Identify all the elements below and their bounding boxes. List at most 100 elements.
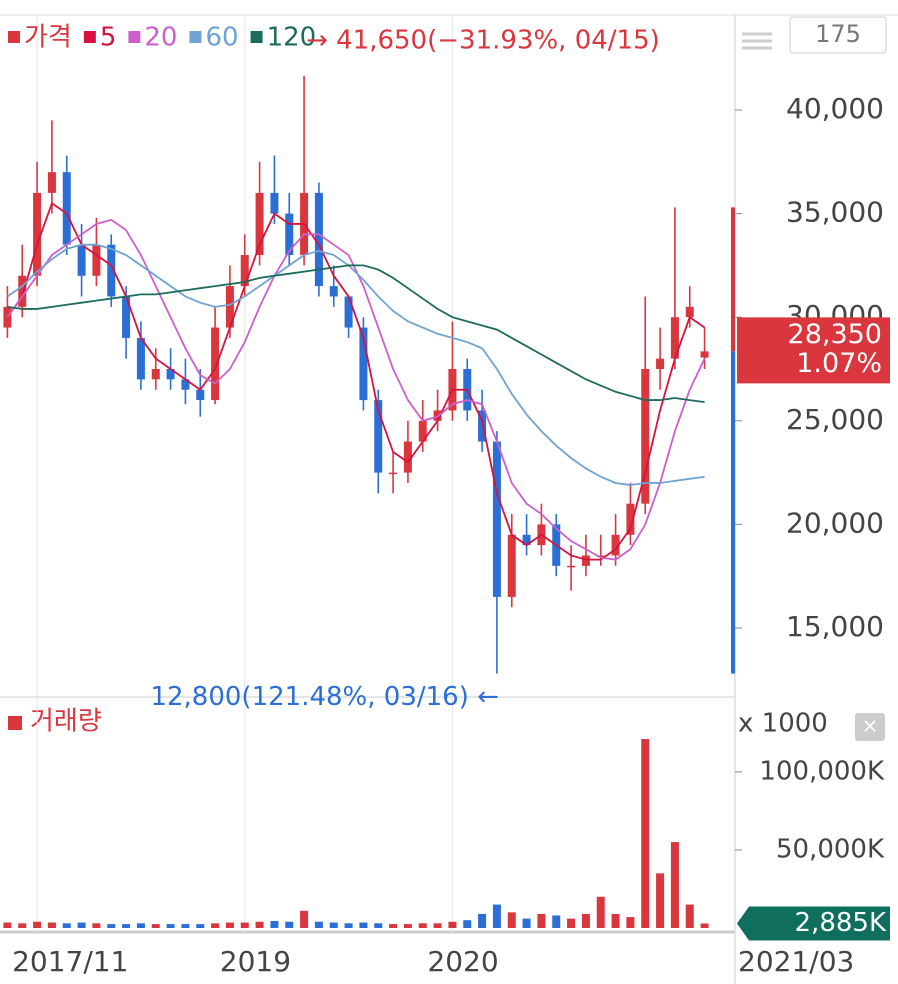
- ma-line: [6, 243, 705, 486]
- legend-item: 120: [267, 23, 317, 53]
- legend-swatch: [250, 31, 263, 43]
- volume-bar: [492, 904, 501, 928]
- volume-bar: [567, 918, 576, 928]
- low-annotation: 12,800(121.48%, 03/16) ←: [150, 682, 498, 712]
- candle-body: [314, 192, 323, 287]
- volume-bar: [285, 921, 294, 928]
- candle-body: [700, 351, 709, 358]
- candle-body: [225, 286, 234, 328]
- ma-line: [6, 201, 706, 561]
- volume-bar: [656, 873, 665, 928]
- volume-bar: [62, 923, 71, 928]
- volume-unit: x 1000: [738, 709, 828, 739]
- volume-bar: [122, 924, 131, 928]
- candle-body: [656, 358, 665, 370]
- candle-body: [389, 472, 398, 475]
- candle-body: [567, 565, 576, 568]
- volume-bar: [389, 924, 398, 928]
- legend-swatch: [128, 31, 141, 43]
- y-tick-label: 40,000: [786, 92, 884, 125]
- volume-bar: [611, 913, 620, 928]
- volume-bar: [537, 913, 546, 928]
- volume-title: 거래량: [30, 707, 102, 737]
- volume-bar: [151, 924, 160, 928]
- legend-item: 20: [144, 23, 177, 53]
- y-tick-label: 15,000: [786, 610, 884, 643]
- candle-body: [136, 337, 145, 380]
- volume-bar: [77, 922, 86, 928]
- volume-bar: [136, 923, 145, 928]
- volume-bar: [374, 923, 383, 928]
- candle-body: [418, 420, 427, 442]
- candle-body: [47, 172, 56, 193]
- candle-body: [270, 192, 279, 214]
- candle-body: [626, 503, 635, 535]
- candle-body: [255, 192, 264, 256]
- volume-y-tick-label: 100,000K: [759, 756, 885, 786]
- x-tick-label: 2017/11: [12, 945, 128, 978]
- volume-bar: [596, 896, 605, 928]
- y-tick-label: 35,000: [786, 196, 884, 229]
- menu-icon[interactable]: [742, 32, 772, 50]
- candle-body: [211, 327, 220, 401]
- candle-body: [374, 400, 383, 473]
- candle-body: [359, 327, 368, 401]
- candle-body: [122, 296, 131, 338]
- volume-bar: [181, 924, 190, 928]
- candle-body: [3, 306, 12, 328]
- volume-bar: [18, 923, 27, 928]
- volume-bar: [507, 912, 516, 928]
- y-tick-label: 25,000: [786, 403, 884, 436]
- candle-body: [151, 369, 160, 380]
- candle-body: [196, 389, 205, 401]
- legend-item: 60: [205, 23, 238, 53]
- volume-bar: [255, 921, 264, 928]
- candle-body: [18, 275, 27, 307]
- volume-legend-swatch: [8, 716, 22, 730]
- count-box[interactable]: [789, 16, 887, 54]
- volume-bar: [626, 917, 635, 928]
- legend-swatch: [189, 31, 202, 43]
- candle-body: [329, 286, 338, 297]
- close-button[interactable]: [855, 713, 885, 741]
- candle-body: [166, 369, 175, 380]
- legend-item: 5: [100, 23, 117, 53]
- volume-bar: [418, 923, 427, 928]
- candle-body: [507, 534, 516, 597]
- candle-body: [285, 213, 294, 256]
- volume-bar: [359, 922, 368, 928]
- y-tick-label: 20,000: [786, 506, 884, 539]
- candle-body: [403, 441, 412, 473]
- count-label: 175: [815, 20, 861, 48]
- volume-bar: [641, 739, 650, 928]
- candle-body: [581, 555, 590, 566]
- volume-tag-label: 2,885K: [795, 908, 887, 938]
- volume-bar: [478, 913, 487, 928]
- candle-body: [240, 255, 249, 287]
- ma-line: [6, 218, 706, 561]
- volume-bar: [329, 922, 338, 928]
- candle-body: [107, 244, 116, 297]
- volume-bar: [522, 918, 531, 928]
- volume-bar: [552, 915, 561, 928]
- volume-bar: [166, 924, 175, 928]
- legend-swatch: [83, 31, 96, 43]
- candle-body: [181, 379, 190, 390]
- close-icon: ×: [862, 714, 879, 738]
- volume-bar: [33, 921, 42, 928]
- x-tick-label: 2019: [220, 945, 291, 978]
- x-tick-label: 2020: [427, 945, 498, 978]
- volume-bar: [685, 904, 694, 928]
- high-annotation: → 41,650(−31.93%, 04/15): [306, 25, 660, 55]
- price-tag-change: 1.07%: [796, 348, 882, 379]
- volume-bar: [403, 924, 412, 928]
- candle-body: [33, 192, 42, 276]
- volume-bar: [47, 922, 56, 928]
- candle-body: [62, 172, 71, 245]
- legend-swatch: [8, 31, 20, 43]
- candle-body: [77, 244, 86, 276]
- volume-bar: [3, 922, 12, 928]
- candle-body: [596, 555, 605, 557]
